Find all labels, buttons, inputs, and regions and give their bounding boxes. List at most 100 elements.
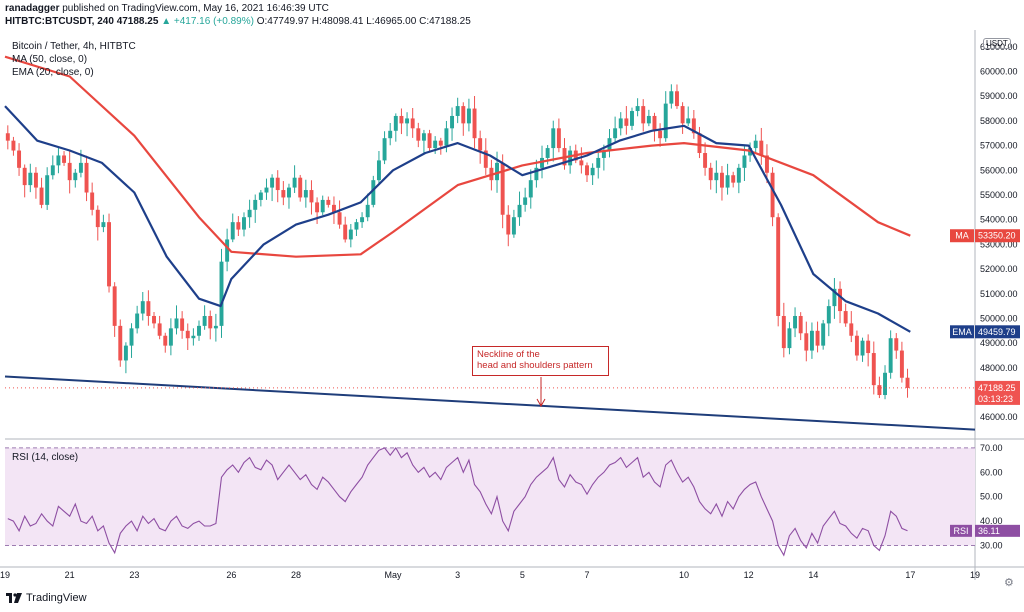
legend-rsi[interactable]: RSI (14, close) [12, 452, 79, 463]
candle-body [809, 330, 814, 351]
close-value: C:47188.25 [419, 16, 471, 27]
tradingview-logo-icon [6, 593, 22, 603]
candle-body [731, 175, 736, 183]
ema-value-tag [975, 325, 1020, 339]
published-text: published on TradingView.com, May 16, 20… [62, 3, 329, 14]
candles [5, 84, 910, 400]
candle-body [894, 338, 899, 351]
candle-body [258, 192, 263, 200]
candle-body [511, 217, 516, 235]
candle-body [888, 338, 893, 373]
candle-body [854, 335, 859, 356]
ma-name-tag [950, 229, 974, 243]
candle-body [303, 190, 308, 198]
candle-body [360, 217, 365, 223]
legend-ema[interactable]: EMA (20, close, 0) [12, 67, 94, 78]
candle-body [438, 140, 443, 146]
candle-body [326, 199, 331, 205]
neckline-line [4, 375, 976, 431]
candle-body [719, 172, 724, 188]
candle-body [107, 222, 111, 287]
candle-body [725, 175, 730, 188]
rsi-tick-label: 50.00 [980, 492, 1003, 502]
candle-body [135, 313, 140, 329]
candle-body [219, 261, 224, 326]
candle-body [742, 155, 747, 168]
candle-body [500, 162, 505, 215]
time-tick-label: 23 [129, 570, 139, 580]
annotation-line-1: Neckline of the [477, 349, 540, 360]
candle-body [450, 115, 455, 129]
candle-body [905, 377, 910, 388]
candle-body [230, 222, 235, 240]
candle-body [157, 323, 162, 336]
publisher-name[interactable]: ranadagger [5, 3, 60, 14]
time-tick-label: 10 [679, 570, 689, 580]
candle-body [287, 187, 291, 198]
last-price-text: 47188.25 [978, 383, 1016, 393]
legend-ma[interactable]: MA (50, close, 0) [12, 54, 88, 65]
ema-name-tag [950, 325, 974, 339]
candle-body [871, 353, 876, 386]
candle-body [506, 214, 511, 235]
price-tick-label: 60000.00 [980, 67, 1018, 77]
last-price: 47188.25 [116, 16, 159, 27]
open-value: O:47749.97 [256, 16, 309, 27]
candle-body [112, 286, 117, 326]
price-tick-label: 48000.00 [980, 363, 1018, 373]
ma-value-text: 53350.20 [978, 231, 1016, 241]
price-tick-label: 56000.00 [980, 165, 1018, 175]
publish-header: ranadagger published on TradingView.com,… [0, 0, 1024, 30]
candle-body [466, 108, 471, 124]
candle-body [320, 199, 325, 213]
candle-body [331, 204, 336, 213]
candle-body [208, 315, 213, 329]
candle-body [11, 140, 16, 151]
candle-body [866, 340, 871, 354]
annotation-arrow [536, 398, 546, 408]
candle-body [393, 115, 398, 131]
candle-body [675, 91, 679, 107]
candle-body [596, 157, 601, 168]
candle-body [534, 167, 539, 181]
price-tick-label: 52000.00 [980, 264, 1018, 274]
candle-body [371, 180, 376, 205]
price-tick-label: 55000.00 [980, 190, 1018, 200]
candle-body [528, 180, 533, 198]
candle-body [495, 162, 499, 181]
rsi-name-tag [950, 524, 972, 537]
time-tick-label: 5 [520, 570, 525, 580]
candle-body [163, 335, 168, 346]
candle-body [202, 315, 207, 326]
ma-value-tag [975, 229, 1020, 243]
candle-body [590, 167, 595, 176]
candle-body [641, 106, 646, 124]
candle-body [78, 162, 83, 173]
candle-body [798, 315, 803, 334]
candle-body [843, 311, 848, 324]
last-price-tag [975, 380, 1020, 405]
quote-line: HITBTC:BTCUSDT, 240 47188.25 ▲ +417.16 (… [5, 16, 471, 27]
candle-body [242, 217, 246, 230]
candle-body [472, 108, 477, 139]
price-tick-label: 46000.00 [980, 412, 1018, 422]
footer-brand[interactable]: TradingView [6, 592, 87, 604]
candle-body [697, 133, 702, 154]
publish-line: ranadagger published on TradingView.com,… [5, 3, 329, 14]
gear-icon[interactable]: ⚙ [1004, 577, 1014, 589]
rsi-value-tag [975, 524, 1020, 537]
candle-body [236, 222, 241, 230]
candle-body [821, 323, 826, 346]
ema-value-text: 49459.79 [978, 327, 1016, 337]
candle-body [28, 172, 33, 186]
currency-button[interactable]: USDT [983, 38, 1011, 49]
candle-body [669, 91, 674, 104]
candle-body [73, 172, 78, 181]
candle-body [680, 106, 685, 124]
price-tick-label: 57000.00 [980, 141, 1018, 151]
candle-body [95, 209, 100, 228]
candle-body [427, 133, 432, 149]
candle-body [399, 115, 404, 124]
candle-body [551, 128, 556, 149]
